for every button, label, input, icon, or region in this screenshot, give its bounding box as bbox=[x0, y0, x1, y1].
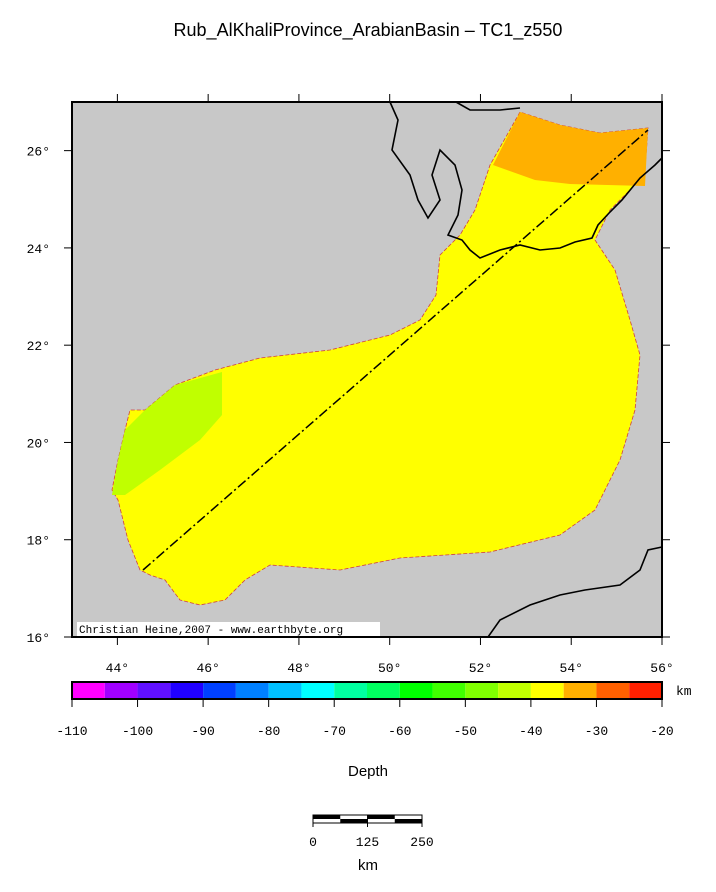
colorbar-label: Depth bbox=[348, 763, 388, 780]
credit: Christian Heine,2007 - www.earthbyte.org bbox=[79, 625, 343, 637]
lat-label: 26° bbox=[27, 145, 50, 160]
scalebar-unit: km bbox=[358, 857, 378, 874]
title: Rub_AlKhaliProvince_ArabianBasin – TC1_z… bbox=[174, 20, 563, 41]
lon-label: 46° bbox=[196, 661, 219, 676]
colorbar-tick-label: -30 bbox=[585, 724, 608, 739]
colorbar-tick-label: -40 bbox=[519, 724, 542, 739]
lon-label: 56° bbox=[650, 661, 673, 676]
scalebar-label: 125 bbox=[356, 835, 379, 850]
colorbar-segment bbox=[235, 682, 269, 699]
colorbar-segment bbox=[72, 682, 105, 699]
colorbar-segment bbox=[268, 682, 302, 699]
colorbar-tick-label: -50 bbox=[454, 724, 477, 739]
green-zone bbox=[112, 372, 222, 495]
scalebar-segment bbox=[394, 819, 422, 823]
lon-label: 52° bbox=[469, 661, 492, 676]
colorbar-segment bbox=[530, 682, 564, 699]
lon-label: 44° bbox=[106, 661, 129, 676]
lat-label: 18° bbox=[27, 534, 50, 549]
colorbar-segment bbox=[465, 682, 499, 699]
lat-label: 22° bbox=[27, 339, 50, 354]
colorbar-tick-label: -100 bbox=[122, 724, 153, 739]
colorbar-frame bbox=[71, 681, 663, 700]
scalebar-label: 250 bbox=[410, 835, 433, 850]
colorbar-tick-label: -60 bbox=[388, 724, 411, 739]
lon-label: 54° bbox=[560, 661, 583, 676]
colorbar-tick-label: -90 bbox=[191, 724, 214, 739]
colorbar-segment bbox=[432, 682, 466, 699]
credit-box bbox=[77, 622, 380, 636]
colorbar-tick-label: -20 bbox=[650, 724, 673, 739]
colorbar-segment bbox=[203, 682, 236, 699]
scalebar-segment bbox=[340, 819, 368, 823]
lon-label: 50° bbox=[378, 661, 401, 676]
colorbar-segment bbox=[104, 682, 138, 699]
scalebar-segment bbox=[367, 815, 395, 819]
coastlines bbox=[389, 101, 663, 638]
colorbar-segment bbox=[596, 682, 630, 699]
orange-zone bbox=[493, 112, 648, 186]
section-line bbox=[142, 129, 649, 571]
map-frame bbox=[71, 101, 663, 638]
colorbar-tick-label: -70 bbox=[323, 724, 346, 739]
colorbar-segment bbox=[367, 682, 400, 699]
lat-label: 20° bbox=[27, 436, 50, 451]
colorbar-segment bbox=[498, 682, 531, 699]
colorbar-segment bbox=[137, 682, 171, 699]
colorbar-segment bbox=[301, 682, 335, 699]
colorbar-segment bbox=[170, 682, 204, 699]
colorbar-tick-label: -110 bbox=[56, 724, 87, 739]
colorbar-segment bbox=[629, 682, 662, 699]
scalebar-segment bbox=[313, 815, 341, 819]
colorbar-unit: km bbox=[676, 684, 692, 699]
lat-label: 16° bbox=[27, 631, 50, 646]
scalebar-label: 0 bbox=[309, 835, 317, 850]
lat-label: 24° bbox=[27, 242, 50, 257]
colorbar-tick-label: -80 bbox=[257, 724, 280, 739]
colorbar-segment bbox=[563, 682, 597, 699]
lon-label: 48° bbox=[287, 661, 310, 676]
colorbar-segment bbox=[334, 682, 367, 699]
colorbar-segment bbox=[399, 682, 433, 699]
